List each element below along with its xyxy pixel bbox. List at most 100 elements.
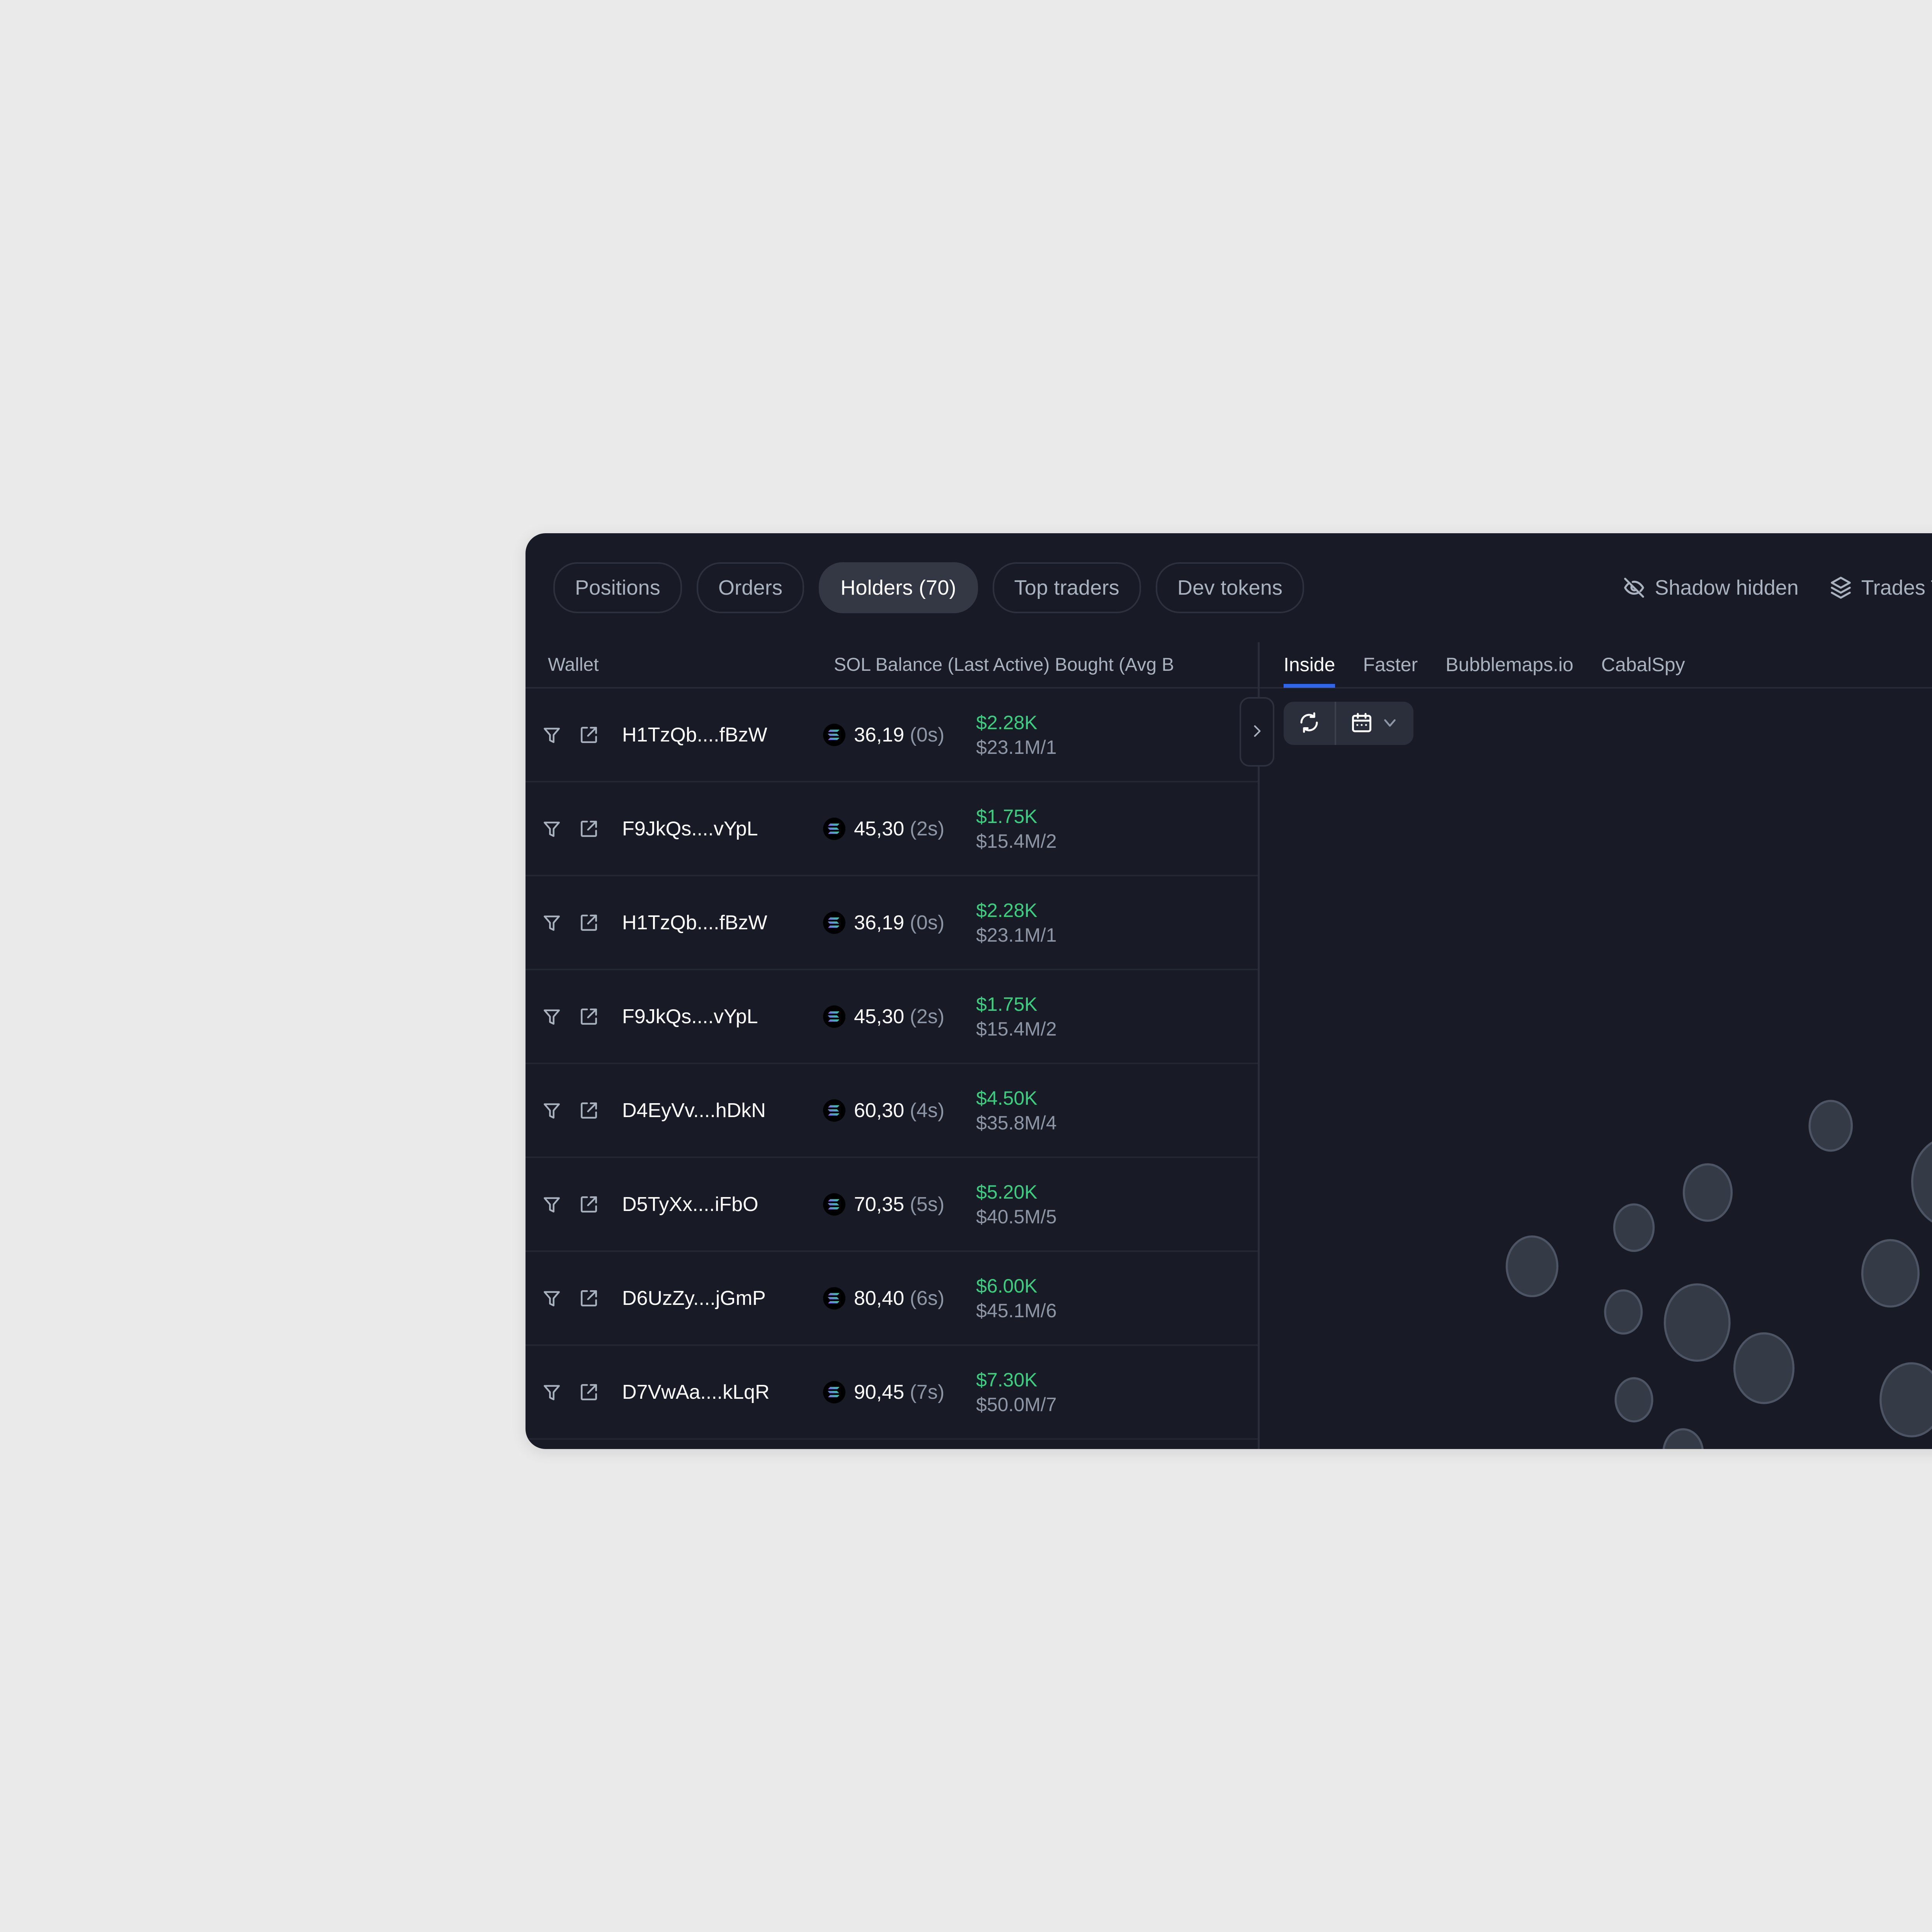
balance-value: 45,30 bbox=[854, 1005, 905, 1028]
bubble-node[interactable] bbox=[1613, 1203, 1655, 1252]
tab-holders[interactable]: Holders (70) bbox=[819, 562, 978, 613]
bought-cell: $1.75K $15.4M/2 bbox=[976, 804, 1056, 854]
balance-value: 90,45 bbox=[854, 1381, 905, 1403]
bubble-node[interactable] bbox=[1662, 1428, 1704, 1449]
collapse-table-button[interactable] bbox=[1240, 697, 1274, 767]
bubble-node[interactable] bbox=[1505, 1235, 1559, 1298]
chevron-down-icon bbox=[1380, 713, 1400, 734]
solana-logo-icon bbox=[823, 1381, 845, 1403]
row-external-link-icon[interactable] bbox=[578, 1287, 600, 1309]
holders-table-pane: Wallet SOL Balance (Last Active) Bought … bbox=[526, 642, 1274, 1449]
row-external-link-icon[interactable] bbox=[578, 724, 600, 746]
row-filter-icon[interactable] bbox=[541, 912, 563, 934]
row-external-link-icon[interactable] bbox=[578, 1006, 600, 1027]
wallet-address[interactable]: H1TzQb....fBzW bbox=[622, 723, 767, 746]
bought-marketcap: $40.5M/5 bbox=[976, 1206, 1057, 1228]
viz-tab-inside[interactable]: Inside bbox=[1284, 641, 1335, 688]
bought-marketcap: $35.8M/4 bbox=[976, 1112, 1057, 1134]
date-range-button[interactable] bbox=[1336, 702, 1413, 745]
table-row[interactable]: F9JkQs....vYpL 45,30 (2s) $1.75K $15.4M/2 bbox=[526, 782, 1258, 876]
chevron-right-icon bbox=[1248, 723, 1265, 742]
row-external-link-icon[interactable] bbox=[578, 912, 600, 934]
bubble-node[interactable] bbox=[1861, 1239, 1920, 1308]
bubble-node[interactable] bbox=[1911, 1137, 1932, 1227]
last-active: (2s) bbox=[910, 817, 945, 840]
viz-tab-bubblemaps[interactable]: Bubblemaps.io bbox=[1446, 641, 1573, 688]
bubble-node[interactable] bbox=[1663, 1283, 1731, 1362]
trades-table-button[interactable]: Trades Table bbox=[1829, 576, 1932, 600]
table-row[interactable]: H1TzQb....fBzW 36,19 (0s) $2.28K $23.1M/1 bbox=[526, 876, 1258, 970]
solana-logo-icon bbox=[823, 723, 845, 746]
table-body: H1TzQb....fBzW 36,19 (0s) $2.28K $23.1M/1 F9… bbox=[526, 689, 1258, 1440]
wallet-address[interactable]: H1TzQb....fBzW bbox=[622, 911, 767, 934]
column-header-wallet: Wallet bbox=[548, 654, 599, 675]
viz-tab-faster[interactable]: Faster bbox=[1363, 641, 1418, 688]
wallet-address[interactable]: D7VwAa....kLqR bbox=[622, 1381, 770, 1403]
bought-marketcap: $50.0M/7 bbox=[976, 1393, 1057, 1415]
table-header-row: Wallet SOL Balance (Last Active) Bought … bbox=[526, 642, 1258, 689]
bubble-node[interactable] bbox=[1808, 1100, 1853, 1152]
bought-amount: $7.30K bbox=[976, 1369, 1037, 1391]
row-filter-icon[interactable] bbox=[541, 1100, 563, 1121]
segment-divider bbox=[1335, 702, 1336, 745]
table-row[interactable]: D6UzZy....jGmP 80,40 (6s) $6.00K $45.1M/6 bbox=[526, 1252, 1258, 1346]
wallet-address[interactable]: D5TyXx....iFbO bbox=[622, 1193, 759, 1216]
bubble-map-svg[interactable] bbox=[1260, 690, 1932, 1449]
solana-logo-icon bbox=[823, 1193, 845, 1216]
bubble-map-canvas[interactable] bbox=[1260, 690, 1932, 1449]
shadow-hidden-toggle[interactable]: Shadow hidden bbox=[1622, 576, 1799, 600]
viz-tab-cabalspy[interactable]: CabalSpy bbox=[1601, 641, 1685, 688]
bubble-node[interactable] bbox=[1604, 1289, 1643, 1335]
bought-marketcap: $45.1M/6 bbox=[976, 1299, 1057, 1321]
bought-marketcap: $15.4M/2 bbox=[976, 1018, 1057, 1040]
sol-balance: 60,30 (4s) bbox=[854, 1099, 944, 1122]
bubble-node[interactable] bbox=[1682, 1163, 1733, 1222]
bubblemap-pane: Inside Faster Bubblemaps.io CabalSpy bbox=[1260, 642, 1932, 1449]
sol-balance: 36,19 (0s) bbox=[854, 723, 944, 747]
wallet-address[interactable]: D4EyVv....hDkN bbox=[622, 1099, 766, 1122]
row-external-link-icon[interactable] bbox=[578, 1381, 600, 1403]
bought-amount: $4.50K bbox=[976, 1087, 1037, 1109]
column-header-metrics: SOL Balance (Last Active) Bought (Avg B bbox=[834, 654, 1174, 675]
balance-value: 45,30 bbox=[854, 817, 905, 840]
bought-cell: $5.20K $40.5M/5 bbox=[976, 1180, 1056, 1229]
sol-balance: 45,30 (2s) bbox=[854, 817, 944, 840]
tab-dev-tokens[interactable]: Dev tokens bbox=[1156, 562, 1304, 613]
table-row[interactable]: D5TyXx....iFbO 70,35 (5s) $5.20K $40.5M/5 bbox=[526, 1158, 1258, 1252]
row-filter-icon[interactable] bbox=[541, 818, 563, 840]
balance-value: 36,19 bbox=[854, 723, 905, 746]
table-row[interactable]: D7VwAa....kLqR 90,45 (7s) $7.30K $50.0M/7 bbox=[526, 1346, 1258, 1440]
row-filter-icon[interactable] bbox=[541, 724, 563, 746]
table-row[interactable]: D4EyVv....hDkN 60,30 (4s) $4.50K $35.8M/4 bbox=[526, 1064, 1258, 1158]
tab-positions[interactable]: Positions bbox=[553, 562, 682, 613]
table-row[interactable]: H1TzQb....fBzW 36,19 (0s) $2.28K $23.1M/1 bbox=[526, 689, 1258, 782]
last-active: (5s) bbox=[910, 1193, 945, 1216]
tab-top-traders[interactable]: Top traders bbox=[992, 562, 1141, 613]
row-filter-icon[interactable] bbox=[541, 1006, 563, 1027]
wallet-address[interactable]: F9JkQs....vYpL bbox=[622, 1005, 758, 1028]
bought-cell: $7.30K $50.0M/7 bbox=[976, 1367, 1056, 1417]
tab-positions-label: Positions bbox=[575, 576, 660, 599]
solana-logo-icon bbox=[823, 1099, 845, 1122]
bubble-node[interactable] bbox=[1879, 1362, 1932, 1437]
row-external-link-icon[interactable] bbox=[578, 818, 600, 840]
wallet-address[interactable]: F9JkQs....vYpL bbox=[622, 817, 758, 840]
row-filter-icon[interactable] bbox=[541, 1194, 563, 1215]
wallet-address[interactable]: D6UzZy....jGmP bbox=[622, 1287, 766, 1310]
row-external-link-icon[interactable] bbox=[578, 1194, 600, 1215]
last-active: (0s) bbox=[910, 911, 945, 934]
layers-icon bbox=[1829, 576, 1853, 600]
bubble-node[interactable] bbox=[1733, 1332, 1795, 1404]
tab-top-traders-label: Top traders bbox=[1014, 576, 1120, 599]
row-filter-icon[interactable] bbox=[541, 1381, 563, 1403]
bought-cell: $2.28K $23.1M/1 bbox=[976, 710, 1056, 760]
bubble-node[interactable] bbox=[1614, 1377, 1653, 1423]
bought-amount: $1.75K bbox=[976, 805, 1037, 827]
row-filter-icon[interactable] bbox=[541, 1287, 563, 1309]
refresh-button[interactable] bbox=[1284, 702, 1335, 745]
row-external-link-icon[interactable] bbox=[578, 1100, 600, 1121]
bought-cell: $4.50K $35.8M/4 bbox=[976, 1086, 1056, 1135]
tab-orders[interactable]: Orders bbox=[696, 562, 804, 613]
table-row[interactable]: F9JkQs....vYpL 45,30 (2s) $1.75K $15.4M/2 bbox=[526, 970, 1258, 1064]
